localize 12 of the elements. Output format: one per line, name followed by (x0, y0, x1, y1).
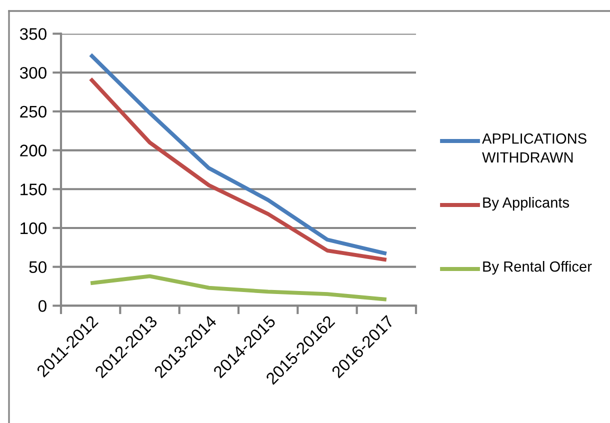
y-tick-label: 150 (20, 184, 46, 196)
legend-label: By Applicants (483, 197, 570, 211)
y-tick-label: 200 (20, 144, 46, 156)
y-tick-label: 250 (20, 106, 46, 118)
y-tick-label: 350 (20, 28, 46, 40)
legend-label: APPLICATIONS WITHDRAWN (482, 133, 586, 162)
line-series (88, 274, 388, 302)
y-tick-label: 100 (20, 222, 46, 234)
y-tick-label: 0 (38, 300, 46, 312)
y-tick-label: 50 (29, 261, 46, 274)
legend-label: By Rental Officer (483, 261, 592, 275)
y-tick-label: 300 (20, 66, 46, 79)
